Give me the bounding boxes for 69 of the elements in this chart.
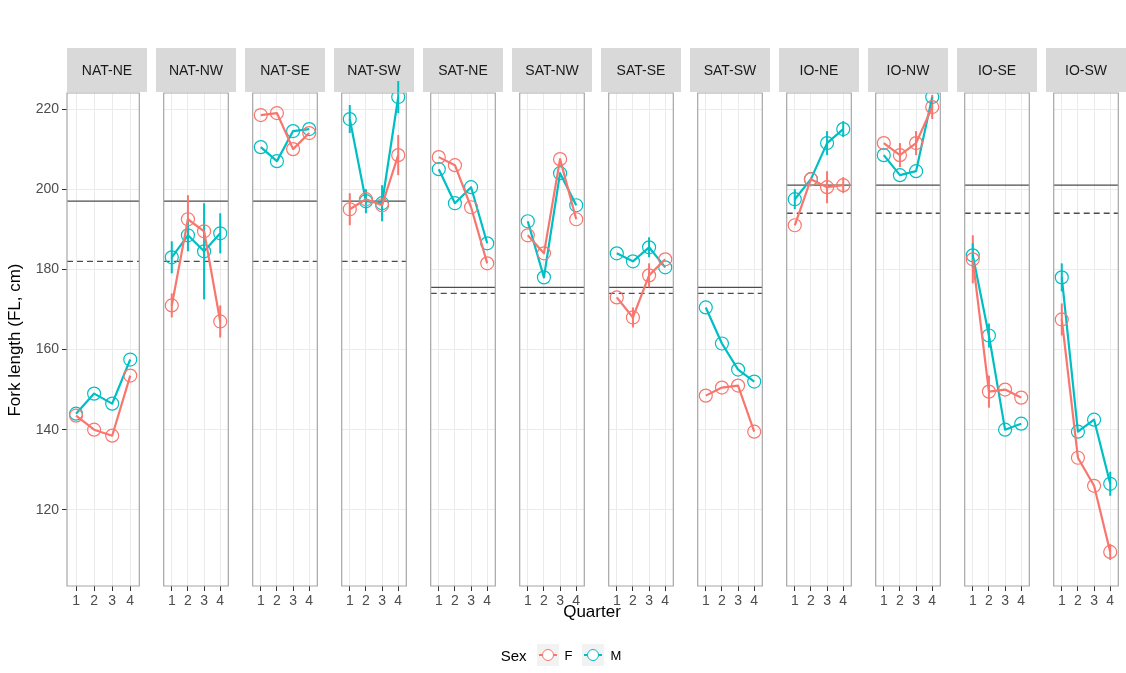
x-tick-label: 3	[200, 592, 209, 609]
x-tick-label: 2	[807, 592, 816, 609]
x-tick-label: 4	[1017, 592, 1026, 609]
chart-title: IO-SW	[1046, 48, 1126, 92]
chart-title: IO-NE	[779, 48, 859, 92]
x-tick-label: 1	[879, 592, 888, 609]
chart-title: SAT-NE	[423, 48, 503, 92]
x-tick-label: 3	[645, 592, 654, 609]
x-tick-label: 2	[985, 592, 994, 609]
y-tick-label: 180	[35, 260, 60, 277]
x-tick-label: 3	[912, 592, 921, 609]
x-tick-label: 4	[661, 592, 670, 609]
x-tick-label: 3	[108, 592, 117, 609]
chart-title: NAT-NE	[67, 48, 147, 92]
x-tick-label: 3	[556, 592, 565, 609]
chart-title: NAT-SW	[334, 48, 414, 92]
x-tick-label: 4	[839, 592, 848, 609]
x-tick-label: 2	[362, 592, 371, 609]
x-tick-label: 1	[345, 592, 354, 609]
x-tick-label: 2	[540, 592, 549, 609]
x-tick-label: 2	[451, 592, 460, 609]
x-tick-label: 1	[256, 592, 265, 609]
x-tick-label: 3	[1001, 592, 1010, 609]
legend-label: F	[564, 647, 573, 663]
x-tick-label: 4	[216, 592, 225, 609]
chart-title: IO-SE	[957, 48, 1037, 92]
x-tick-label: 2	[273, 592, 282, 609]
x-tick-label: 4	[394, 592, 403, 609]
x-tick-label: 1	[523, 592, 532, 609]
x-tick-label: 1	[434, 592, 443, 609]
x-tick-label: 4	[928, 592, 937, 609]
x-tick-label: 3	[467, 592, 476, 609]
x-tick-label: 1	[612, 592, 621, 609]
x-tick-label: 3	[1090, 592, 1099, 609]
x-tick-label: 2	[90, 592, 99, 609]
y-tick-label: 220	[35, 99, 60, 116]
x-tick-label: 4	[126, 592, 135, 609]
y-tick-label: 200	[35, 180, 60, 197]
chart-title: NAT-NW	[156, 48, 236, 92]
x-tick-label: 1	[701, 592, 710, 609]
x-tick-label: 1	[968, 592, 977, 609]
x-tick-label: 2	[629, 592, 638, 609]
x-tick-label: 1	[167, 592, 176, 609]
x-tick-label: 1	[72, 592, 81, 609]
y-tick-label: 140	[35, 420, 60, 437]
x-tick-label: 2	[718, 592, 727, 609]
x-tick-label: 1	[790, 592, 799, 609]
x-tick-label: 2	[896, 592, 905, 609]
chart-title: SAT-SE	[601, 48, 681, 92]
x-tick-label: 1	[1057, 592, 1066, 609]
y-axis-title: Fork length (FL, cm)	[5, 262, 25, 419]
x-tick-label: 4	[305, 592, 314, 609]
chart-title: SAT-NW	[512, 48, 592, 92]
x-tick-label: 4	[483, 592, 492, 609]
chart-title: SAT-SW	[690, 48, 770, 92]
x-tick-label: 3	[289, 592, 298, 609]
chart-title: IO-NW	[868, 48, 948, 92]
legend-label: M	[610, 647, 622, 663]
x-tick-label: 3	[823, 592, 832, 609]
x-tick-label: 2	[184, 592, 193, 609]
legend-title: Sex	[500, 646, 527, 664]
x-tick-label: 2	[1074, 592, 1083, 609]
y-tick-label: 120	[35, 500, 60, 517]
x-tick-label: 4	[750, 592, 759, 609]
x-tick-label: 3	[734, 592, 743, 609]
y-tick-label: 160	[35, 340, 60, 357]
x-tick-label: 4	[1106, 592, 1115, 609]
x-tick-label: 3	[378, 592, 387, 609]
chart-title: NAT-SE	[245, 48, 325, 92]
